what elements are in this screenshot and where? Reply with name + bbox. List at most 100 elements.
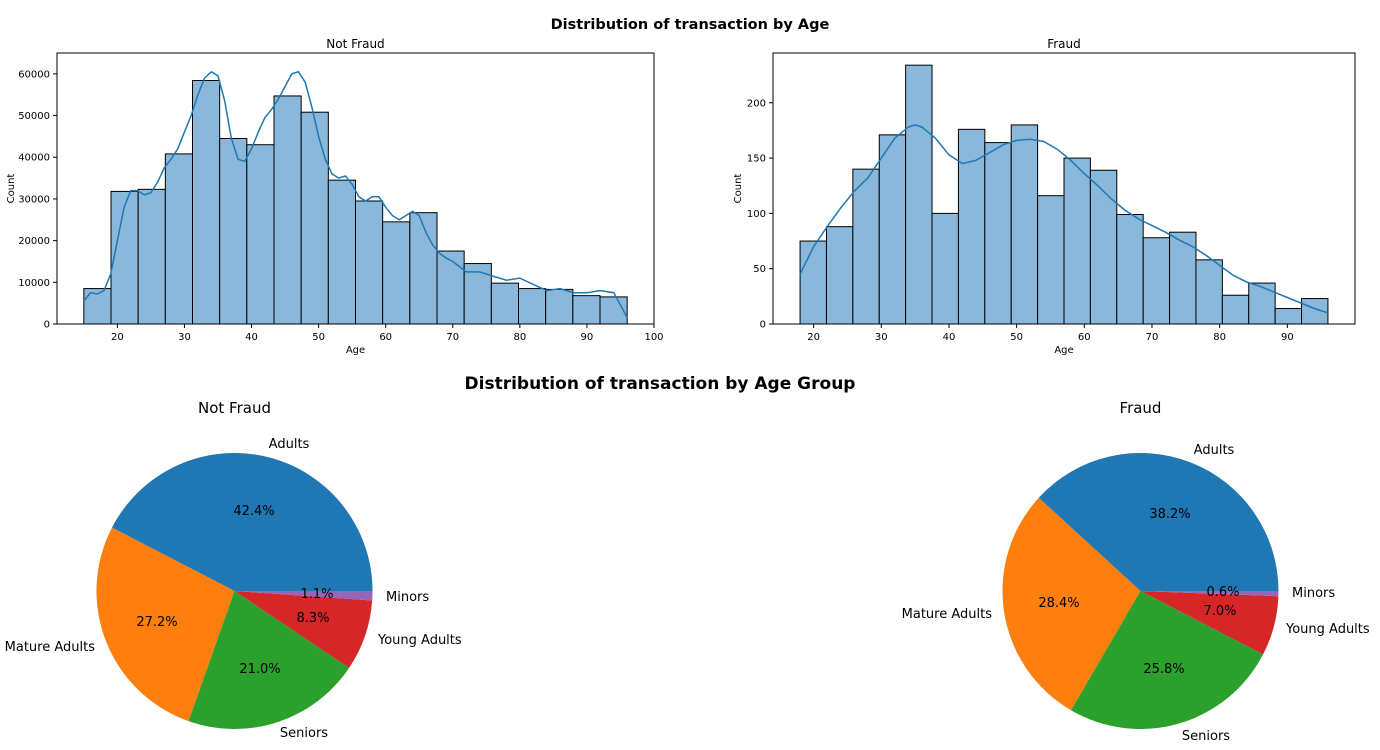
pie-slice [96, 527, 235, 722]
histogram-not-fraud: 20 30 40 50 60 70 80 90 100 0 10000 20000 30000 40000… [6, 37, 664, 356]
histogram-bar [905, 64, 933, 325]
histogram-bar [518, 288, 547, 325]
pie-slice [1038, 452, 1279, 591]
pie-slice-label: Mature Adults [5, 640, 96, 655]
x-tick-label: 30 [875, 332, 888, 343]
kde-curve [799, 124, 1329, 314]
pie-slice [1071, 591, 1264, 729]
pie-not-fraud: Adults 42.4% Mature Adults 27.2% Seniors 21.0… [5, 399, 462, 741]
x-tick-label: 90 [581, 332, 594, 343]
x-axis-label: Age [346, 345, 365, 356]
pie-percent-label: 21.0% [239, 662, 280, 677]
pie-fraud: Adults 38.2% Mature Adults 28.4% Seniors 25.8… [902, 399, 1370, 744]
histogram-bar [382, 221, 411, 325]
pie-title: Not Fraud [198, 399, 271, 417]
histogram-bar [273, 95, 302, 325]
pie-slice-label: Seniors [1182, 729, 1230, 744]
histogram-bar [852, 168, 880, 325]
histogram-bar [355, 200, 384, 325]
pie-percent-label: 8.3% [296, 611, 329, 626]
pie-slice [188, 591, 350, 729]
x-tick-label: 60 [379, 332, 392, 343]
histogram-bar [436, 250, 465, 325]
chart-title: Not Fraud [326, 37, 384, 51]
pie-slice-label: Young Adults [1285, 622, 1370, 637]
x-tick-label: 60 [1078, 332, 1091, 343]
axes-frame [56, 52, 655, 325]
histogram-bar [1142, 237, 1171, 325]
x-tick-label: 70 [446, 332, 459, 343]
pie-slice [1140, 591, 1279, 597]
y-tick-label: 0 [44, 320, 50, 331]
histogram-bar [984, 142, 1012, 325]
histogram-bar [1195, 259, 1223, 325]
y-tick-label: 50 [753, 264, 766, 275]
x-tick-label: 20 [807, 332, 820, 343]
histogram-bar [137, 188, 166, 325]
y-tick-label: 40000 [18, 153, 50, 164]
chart-title: Fraud [1047, 37, 1081, 51]
axes-frame [772, 52, 1356, 325]
y-tick-label: 150 [747, 154, 766, 165]
x-tick-label: 70 [1146, 332, 1159, 343]
histogram-fraud: 20 30 40 50 60 70 80 90 0 50 100 150 200 Fraud Age Coun… [733, 37, 1356, 356]
histogram-bar [219, 137, 248, 325]
x-tick-label: 50 [312, 332, 325, 343]
histogram-bar [490, 282, 520, 325]
histogram-bar [957, 128, 986, 325]
y-tick-label: 50000 [18, 111, 50, 122]
histogram-bar [545, 288, 574, 325]
pie-percent-label: 25.8% [1143, 662, 1184, 677]
x-tick-label: 20 [111, 332, 124, 343]
pie-slice-label: Young Adults [377, 633, 462, 648]
y-axis-label: Count [733, 174, 744, 204]
y-tick-label: 200 [747, 98, 766, 109]
histogram-bar [878, 134, 907, 325]
histogram-bar [191, 80, 221, 325]
pie-percent-label: 42.4% [233, 504, 274, 519]
y-tick-label: 20000 [18, 236, 50, 247]
x-tick-label: 80 [1213, 332, 1226, 343]
histogram-bar [1248, 282, 1276, 325]
y-tick-label: 60000 [18, 69, 50, 80]
pie-slice-label: Minors [1292, 586, 1335, 601]
histogram-bar [327, 179, 357, 325]
x-tick-label: 40 [245, 332, 258, 343]
x-axis-label: Age [1054, 345, 1073, 356]
x-tick-label: 50 [1010, 332, 1023, 343]
pie-percent-label: 0.6% [1206, 585, 1239, 600]
pie-slice [1002, 497, 1141, 711]
y-tick-label: 0 [760, 320, 766, 331]
histogram-bar [164, 153, 193, 325]
histogram-bar [799, 240, 827, 325]
y-tick-label: 10000 [18, 278, 50, 289]
histogram-bar [931, 212, 959, 325]
histogram-bar [572, 295, 601, 325]
pie-percent-label: 7.0% [1203, 604, 1236, 619]
histogram-bar [409, 212, 438, 325]
x-tick-label: 80 [513, 332, 526, 343]
kde-curve [83, 70, 628, 319]
histogram-bar [1089, 169, 1118, 325]
histogram-bar [110, 190, 139, 325]
x-tick-label: 30 [178, 332, 191, 343]
pie-slice [1140, 591, 1279, 655]
histogram-bar [1116, 213, 1144, 325]
pie-title: Fraud [1120, 399, 1162, 417]
pie-slice-label: Adults [1194, 443, 1235, 458]
pie-slice-label: Adults [269, 437, 310, 452]
y-tick-label: 100 [747, 209, 766, 220]
pie-slice-label: Minors [386, 590, 429, 605]
histogram-bar [1010, 124, 1039, 325]
y-tick-label: 30000 [18, 194, 50, 205]
figure-title-age-group: Distribution of transaction by Age Group [465, 374, 856, 394]
pie-slice [234, 591, 373, 601]
pie-percent-label: 38.2% [1149, 507, 1190, 522]
histogram-bar [246, 144, 275, 325]
histogram-bar [1221, 294, 1250, 325]
x-tick-label: 90 [1281, 332, 1294, 343]
x-tick-label: 40 [943, 332, 956, 343]
y-axis-label: Count [6, 174, 17, 204]
pie-slice-label: Mature Adults [902, 607, 993, 622]
